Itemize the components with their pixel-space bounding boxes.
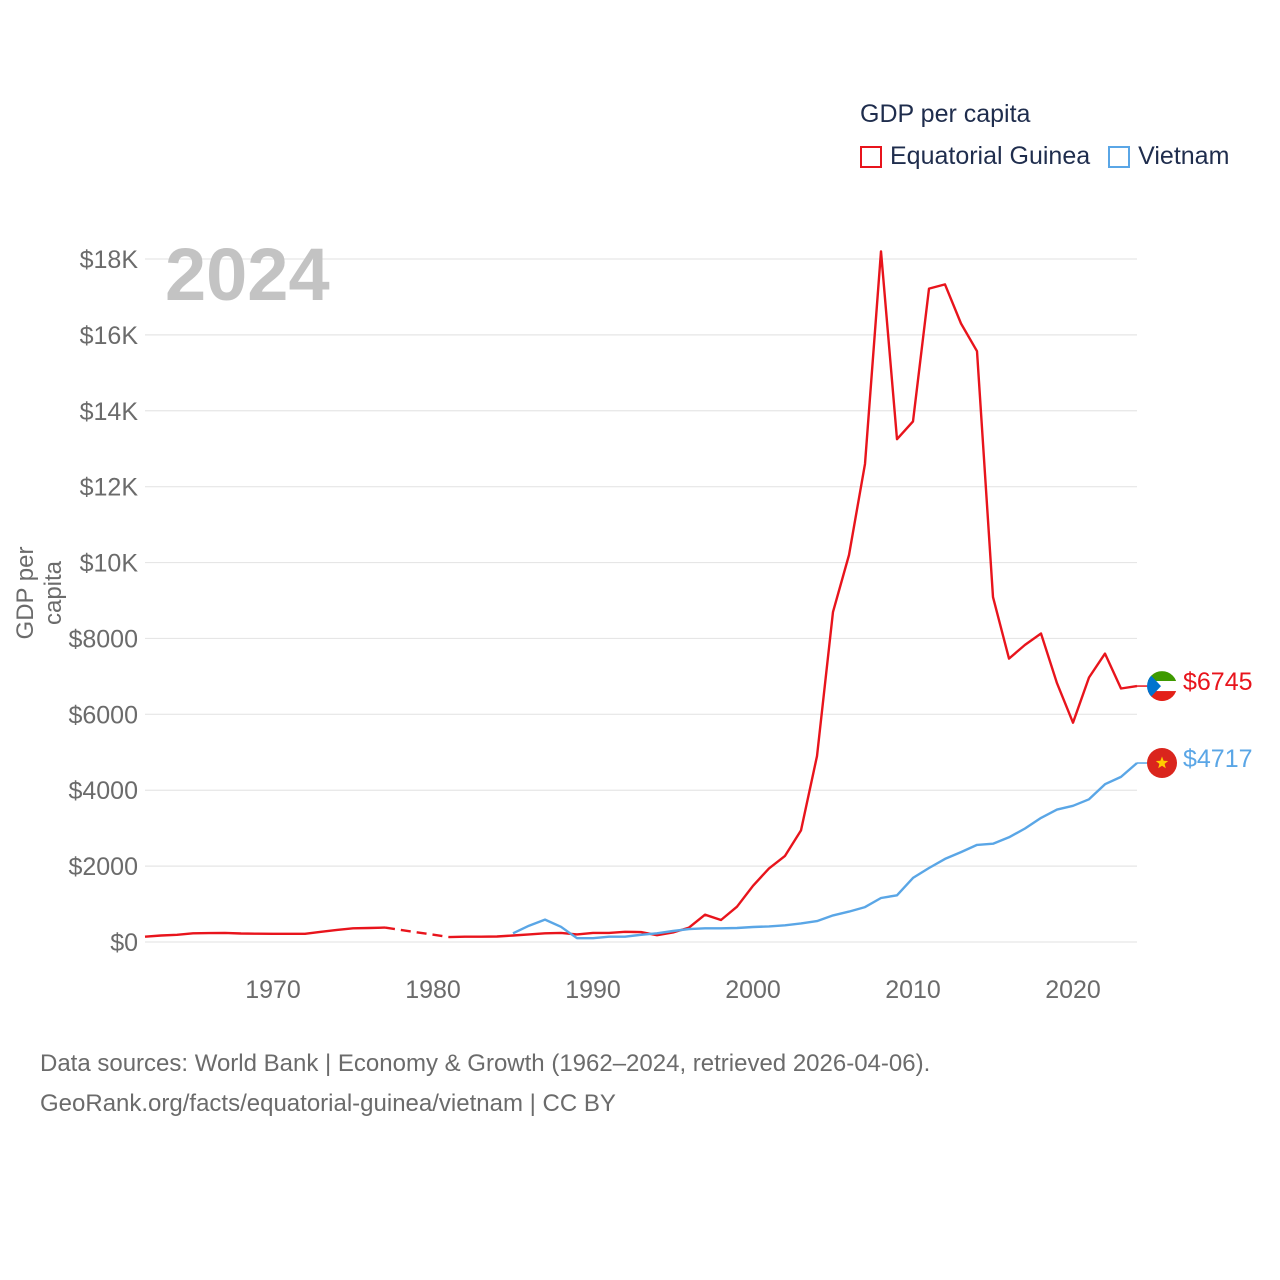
legend: Equatorial Guinea Vietnam <box>860 142 1247 171</box>
end-value-vietnam: $4717 <box>1183 745 1253 773</box>
legend-label-vietnam: Vietnam <box>1138 142 1230 170</box>
y-tick-label: $0 <box>110 929 138 957</box>
legend-item-equatorial-guinea[interactable]: Equatorial Guinea <box>860 142 1090 171</box>
y-tick-label: $14K <box>80 398 139 426</box>
legend-item-vietnam[interactable]: Vietnam <box>1108 142 1229 171</box>
footer-attribution[interactable]: GeoRank.org/facts/equatorial-guinea/viet… <box>40 1090 616 1117</box>
footer: Data sources: World Bank | Economy & Gro… <box>40 1044 930 1124</box>
series-line-vietnam <box>512 762 1138 940</box>
y-tick-label: $2000 <box>68 853 138 881</box>
legend-swatch-vietnam <box>1108 145 1131 168</box>
series-line-equatorial-guinea <box>144 926 386 938</box>
series-line-equatorial-guinea <box>448 250 1138 939</box>
end-value-equatorial-guinea: $6745 <box>1183 668 1253 696</box>
footer-sources: Data sources: World Bank | Economy & Gro… <box>40 1050 931 1077</box>
x-tick-label: 1970 <box>245 976 301 1004</box>
y-tick-label: $6000 <box>68 701 138 729</box>
year-badge: 2024 <box>165 233 330 316</box>
equatorial-guinea-flag-icon <box>1147 671 1177 702</box>
legend-label-equatorial-guinea: Equatorial Guinea <box>890 142 1091 170</box>
x-axis-ticks: 1970 1980 1990 2000 2010 2020 <box>245 976 1101 1004</box>
vietnam-flag-icon <box>1147 748 1177 779</box>
y-tick-label: $16K <box>80 322 139 350</box>
legend-title: GDP per capita <box>860 100 1031 128</box>
x-tick-label: 1990 <box>565 976 621 1004</box>
x-tick-label: 1980 <box>405 976 461 1004</box>
legend-swatch-equatorial-guinea <box>860 145 882 168</box>
end-markers <box>1137 671 1177 779</box>
y-tick-label: $10K <box>80 550 139 578</box>
y-axis-label: GDP per capita <box>12 546 67 640</box>
x-tick-label: 2010 <box>885 976 941 1004</box>
x-tick-label: 2020 <box>1045 976 1101 1004</box>
grid <box>145 258 1137 943</box>
x-tick-label: 2000 <box>725 976 781 1004</box>
y-tick-label: $4000 <box>68 777 138 805</box>
y-tick-label: $18K <box>80 246 139 274</box>
series-lines <box>144 250 1138 940</box>
y-axis-ticks: $0 $2000 $4000 $6000 $8000 $10K $12K $14K $16K $1… <box>68 246 138 957</box>
y-tick-label: $12K <box>80 474 139 502</box>
y-tick-label: $8000 <box>68 625 138 653</box>
series-gap-line <box>384 926 450 939</box>
